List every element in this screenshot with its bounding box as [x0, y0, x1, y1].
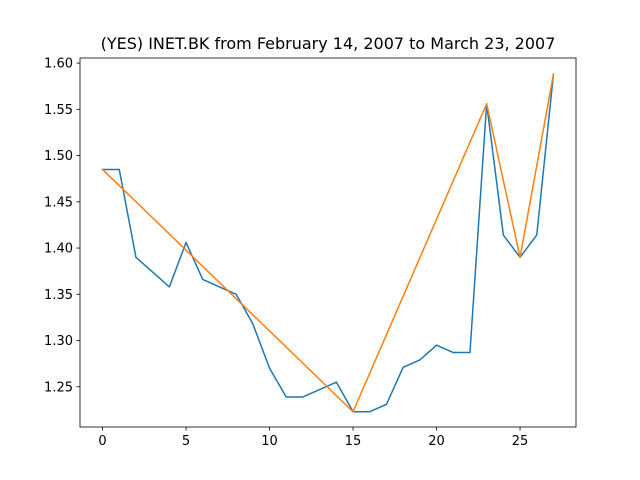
x-tick-label: 25 [512, 434, 529, 449]
y-tick-label: 1.25 [44, 380, 73, 395]
y-tick-label: 1.50 [44, 149, 73, 164]
x-tick-label: 0 [98, 434, 106, 449]
y-tick-label: 1.55 [44, 103, 73, 118]
series-line-1 [101, 73, 555, 413]
x-tick-label: 10 [261, 434, 278, 449]
y-tick-label: 1.45 [44, 195, 73, 210]
series-line-2 [101, 73, 555, 413]
chart-title: (YES) INET.BK from February 14, 2007 to … [101, 34, 556, 53]
y-tick-label: 1.30 [44, 334, 73, 349]
x-tick-label: 15 [345, 434, 362, 449]
y-tick-label: 1.35 [44, 288, 73, 303]
plot-frame [79, 57, 577, 428]
y-tick-label: 1.40 [44, 242, 73, 257]
x-tick-label: 20 [428, 434, 445, 449]
x-tick-label: 5 [182, 434, 190, 449]
y-tick-label: 1.60 [44, 57, 73, 72]
